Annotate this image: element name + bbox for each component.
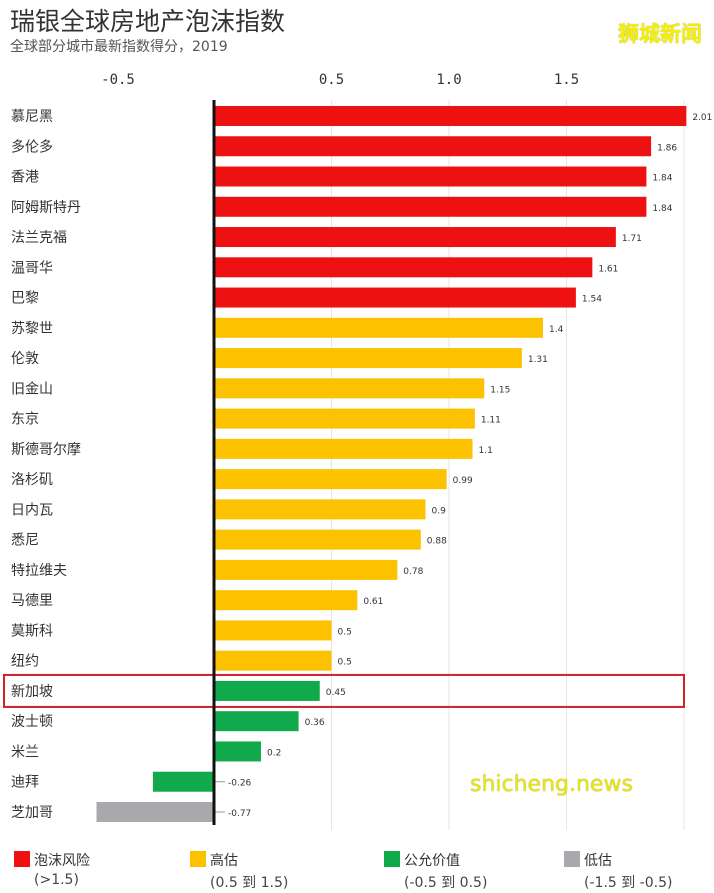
bar bbox=[214, 499, 426, 520]
category-label: 旧金山 bbox=[11, 381, 53, 397]
category-label: 纽约 bbox=[11, 654, 39, 670]
legend-range: (-1.5 到 -0.5) bbox=[584, 875, 673, 891]
legend-range: (0.5 到 1.5) bbox=[210, 875, 289, 891]
bar bbox=[214, 348, 522, 369]
category-label: 马德里 bbox=[11, 593, 53, 609]
category-label: 多伦多 bbox=[11, 138, 53, 155]
bar bbox=[214, 317, 543, 338]
value-label: 1.61 bbox=[598, 264, 618, 274]
category-label: 慕尼黑 bbox=[11, 109, 53, 125]
value-label: 0.78 bbox=[403, 567, 423, 577]
bar bbox=[214, 620, 332, 641]
value-label: 1.71 bbox=[622, 234, 642, 244]
value-label: 0.2 bbox=[267, 748, 281, 758]
category-label: 日内瓦 bbox=[11, 502, 53, 518]
value-label: 1.1 bbox=[479, 446, 493, 456]
legend-range: (>1.5) bbox=[34, 872, 79, 888]
value-label: 0.61 bbox=[363, 597, 383, 607]
value-label: 2.01 bbox=[692, 113, 712, 123]
chart-title: 瑞银全球房地产泡沫指数 bbox=[10, 7, 286, 36]
value-label: 0.99 bbox=[453, 476, 473, 486]
value-label: 1.11 bbox=[481, 416, 501, 426]
legend-label: 公允价值 bbox=[404, 853, 460, 869]
value-label: 0.9 bbox=[432, 506, 447, 516]
category-label: 特拉维夫 bbox=[11, 563, 67, 579]
category-label: 悉尼 bbox=[11, 533, 39, 549]
value-label: 0.45 bbox=[326, 688, 346, 698]
legend-swatch bbox=[564, 851, 580, 867]
bar bbox=[214, 529, 421, 550]
bar bbox=[214, 469, 447, 490]
category-label: 洛杉矶 bbox=[11, 472, 53, 488]
category-label: 伦敦 bbox=[11, 351, 39, 367]
category-label: 法兰克福 bbox=[11, 230, 67, 246]
bar bbox=[96, 801, 214, 822]
value-label: 1.4 bbox=[549, 325, 564, 335]
category-label: 米兰 bbox=[11, 744, 39, 760]
value-label: 1.54 bbox=[582, 295, 602, 305]
bar bbox=[214, 227, 616, 248]
watermark: shicheng.news bbox=[470, 772, 633, 797]
category-label: 巴黎 bbox=[11, 291, 39, 307]
bar bbox=[214, 408, 475, 429]
legend-label: 泡沫风险 bbox=[34, 853, 90, 869]
legend-range: (-0.5 到 0.5) bbox=[404, 875, 488, 891]
legend-label: 高估 bbox=[210, 853, 238, 869]
category-label: 斯德哥尔摩 bbox=[11, 441, 81, 458]
highlight-box bbox=[3, 673, 685, 708]
bar bbox=[214, 650, 332, 671]
bar bbox=[214, 166, 647, 187]
value-label: 1.84 bbox=[652, 204, 672, 214]
x-tick-label: 0.5 bbox=[319, 72, 344, 88]
bar bbox=[214, 741, 261, 762]
legend-swatch bbox=[14, 851, 30, 867]
bar bbox=[214, 438, 473, 459]
category-label: 迪拜 bbox=[11, 775, 39, 791]
category-label: 东京 bbox=[11, 412, 39, 428]
value-label: -0.26 bbox=[228, 779, 252, 789]
bar bbox=[214, 711, 299, 732]
logo: 狮城新闻 bbox=[618, 22, 702, 46]
category-label: 阿姆斯特丹 bbox=[11, 200, 81, 216]
bar bbox=[214, 590, 358, 611]
bar bbox=[214, 559, 398, 580]
bar bbox=[214, 257, 593, 278]
category-label: 莫斯科 bbox=[11, 623, 53, 639]
category-label: 新加坡 bbox=[11, 684, 53, 700]
value-label: 1.15 bbox=[490, 385, 510, 395]
chart-subtitle: 全球部分城市最新指数得分，2019 bbox=[10, 39, 228, 55]
bar bbox=[214, 287, 576, 308]
category-label: 波士顿 bbox=[11, 714, 53, 730]
category-label: 芝加哥 bbox=[11, 805, 53, 821]
value-label: 0.5 bbox=[338, 658, 352, 668]
bar bbox=[214, 106, 687, 126]
bar bbox=[152, 771, 214, 792]
legend-swatch bbox=[384, 851, 400, 867]
category-label: 香港 bbox=[11, 170, 39, 186]
bar bbox=[214, 136, 652, 157]
value-label: 0.36 bbox=[305, 718, 325, 728]
value-label: 1.84 bbox=[652, 174, 672, 184]
legend-swatch bbox=[190, 851, 206, 867]
bar bbox=[214, 196, 647, 217]
value-label: 1.31 bbox=[528, 355, 548, 365]
value-label: 0.5 bbox=[338, 627, 352, 637]
x-tick-label: 1.5 bbox=[554, 72, 579, 88]
category-label: 温哥华 bbox=[11, 260, 53, 276]
category-label: 苏黎世 bbox=[11, 321, 53, 337]
x-tick-label: -0.5 bbox=[101, 72, 135, 88]
bar bbox=[214, 680, 320, 701]
value-label: -0.77 bbox=[228, 809, 251, 819]
value-label: 1.86 bbox=[657, 143, 677, 153]
bar bbox=[214, 378, 485, 399]
value-label: 0.88 bbox=[427, 537, 447, 547]
legend-label: 低估 bbox=[584, 853, 612, 869]
x-tick-label: 1.0 bbox=[436, 72, 461, 88]
